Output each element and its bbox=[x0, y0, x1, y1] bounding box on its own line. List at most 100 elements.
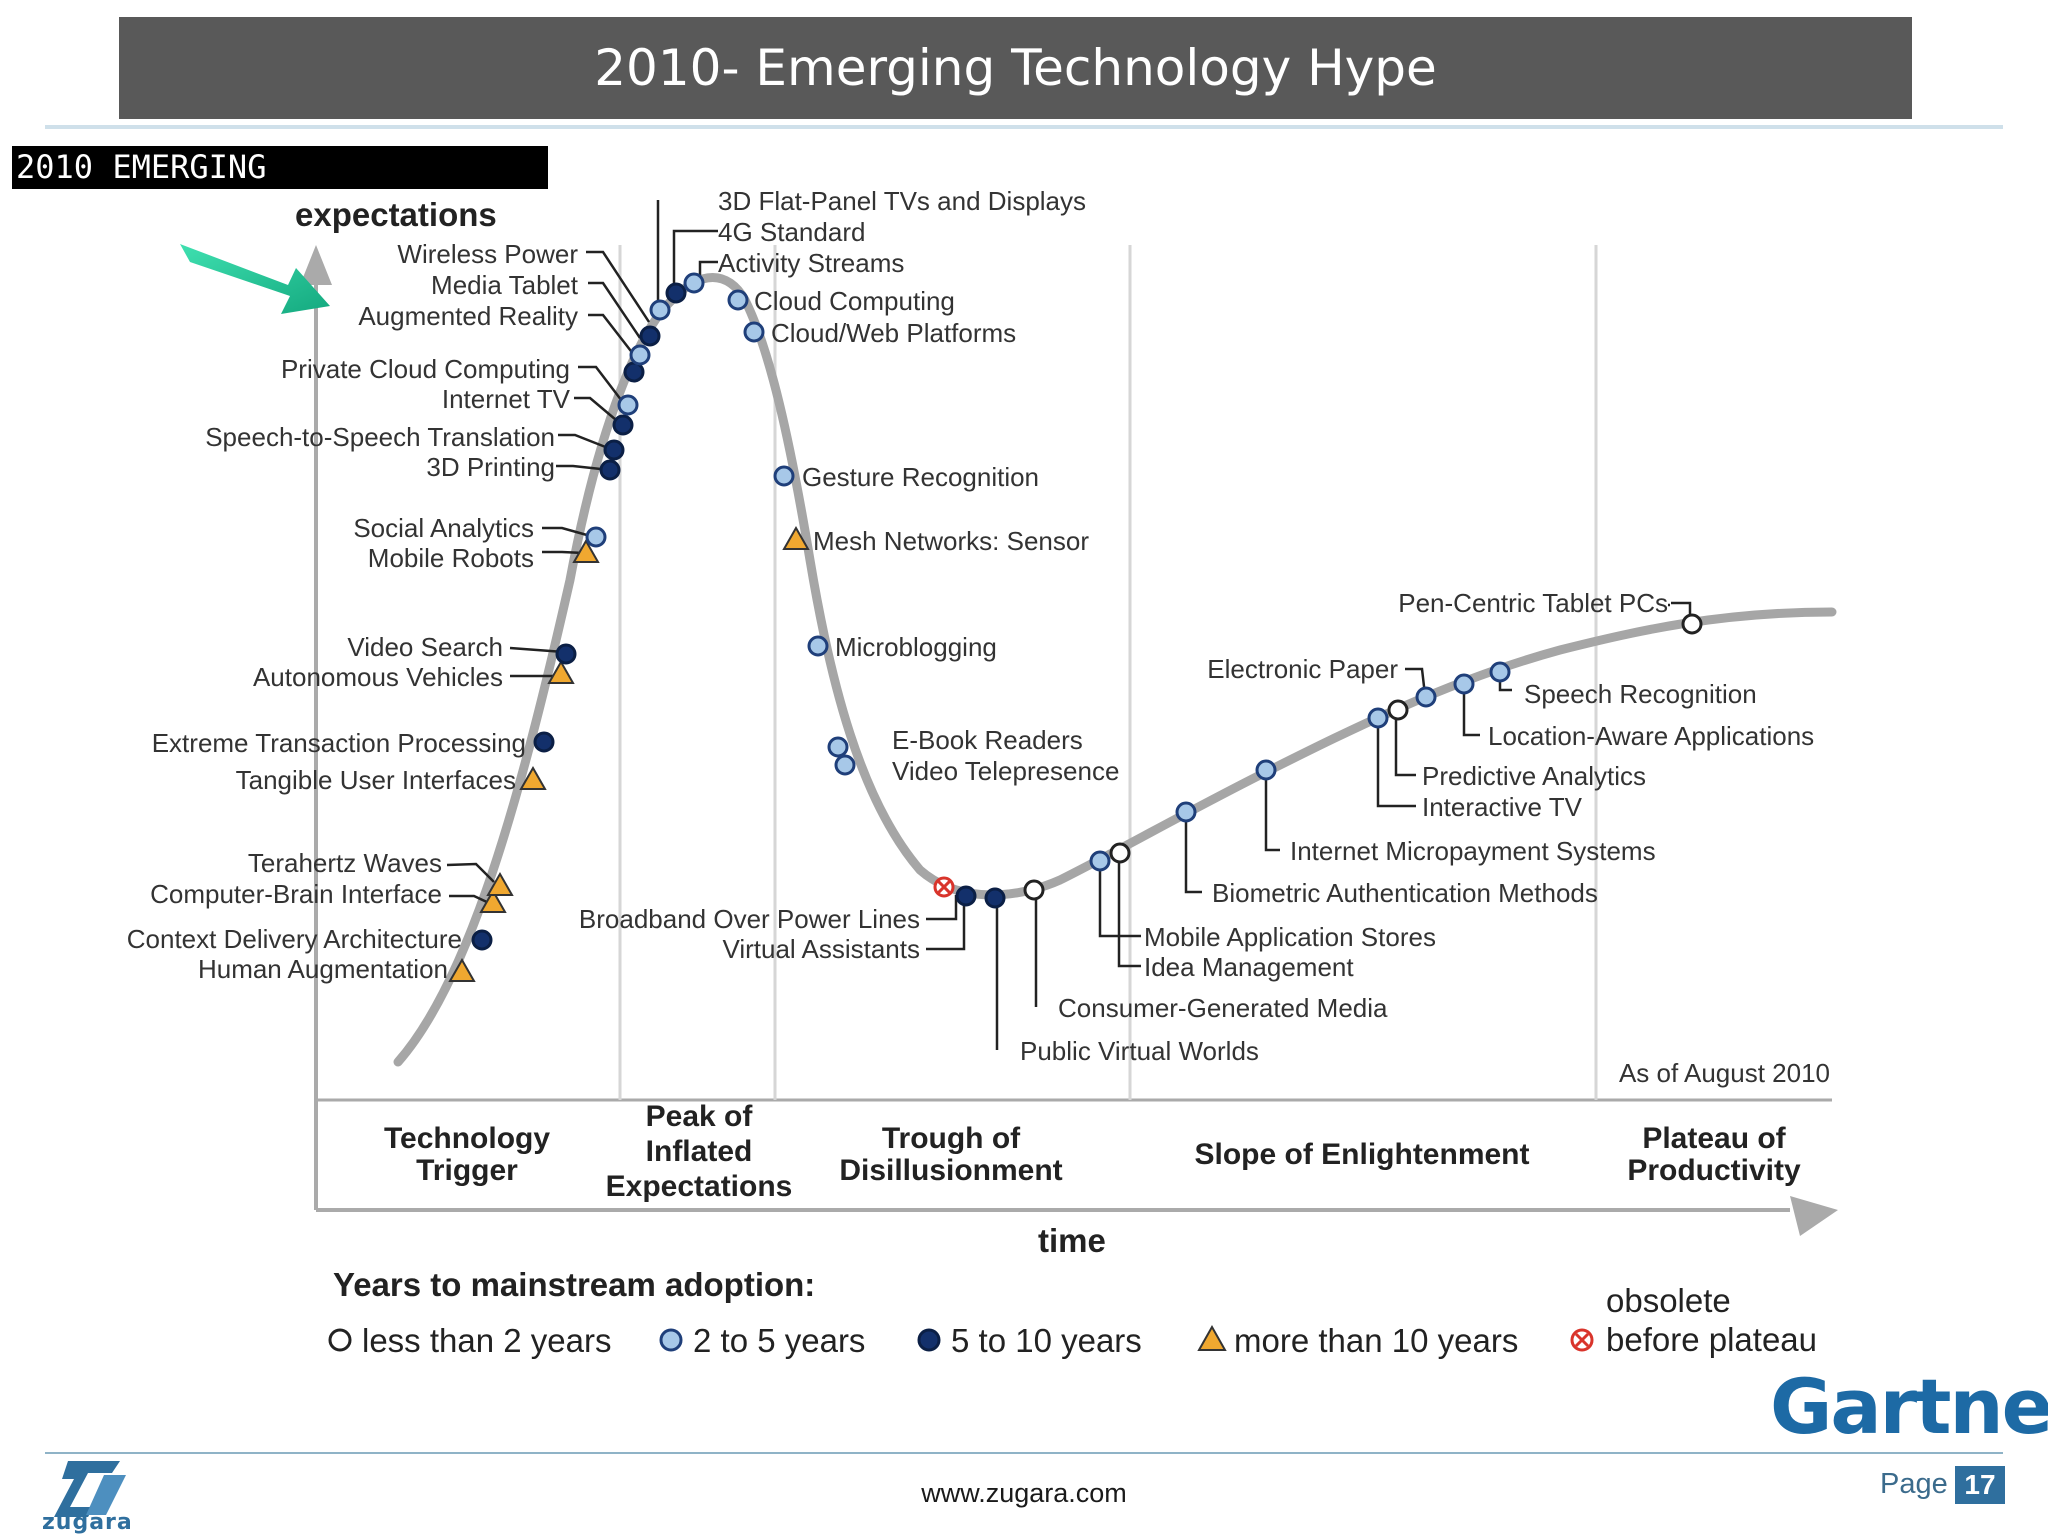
label-speech-recognition: Speech Recognition bbox=[1524, 679, 1757, 709]
marker-location-aware-applications bbox=[1453, 673, 1475, 695]
label-mobile-robots: Mobile Robots bbox=[368, 543, 534, 573]
legend-marker-dark-blue-circle-icon bbox=[917, 1328, 941, 1352]
y-axis-arrowhead bbox=[300, 245, 332, 285]
legend-title: Years to mainstream adoption: bbox=[333, 1266, 815, 1303]
marker-augmented-reality bbox=[623, 361, 645, 383]
label-virtual-assistants: Virtual Assistants bbox=[722, 934, 920, 964]
marker-4g-standard bbox=[665, 282, 687, 304]
marker-autonomous-vehicles bbox=[547, 659, 575, 684]
emerging-banner bbox=[12, 146, 548, 189]
label-context-delivery-architecture: Context Delivery Architecture bbox=[127, 924, 462, 954]
label-pen-centric-tablet-pcs: Pen-Centric Tablet PCs bbox=[1398, 588, 1668, 618]
label-interactive-tv: Interactive TV bbox=[1422, 792, 1583, 822]
label-private-cloud-computing: Private Cloud Computing bbox=[281, 354, 570, 384]
label-internet-tv: Internet TV bbox=[442, 384, 571, 414]
marker-media-tablet bbox=[629, 344, 651, 366]
legend-label-less-than-2-years: less than 2 years bbox=[362, 1322, 611, 1359]
label-human-augmentation: Human Augmentation bbox=[198, 954, 448, 984]
zugara-wordmark: zugara bbox=[42, 1510, 133, 1535]
marker-gesture-recognition bbox=[773, 465, 795, 487]
marker-3d-flat-panel-tvs-and-displays bbox=[649, 299, 671, 321]
label-social-analytics: Social Analytics bbox=[353, 513, 534, 543]
phase-separators bbox=[618, 245, 1598, 1100]
footer-url[interactable]: www.zugara.com bbox=[921, 1478, 1127, 1508]
marker-pen-centric-tablet-pcs bbox=[1681, 613, 1703, 635]
label-3d-printing: 3D Printing bbox=[426, 452, 555, 482]
x-axis-label: time bbox=[1038, 1222, 1106, 1259]
label-terahertz-waves: Terahertz Waves bbox=[248, 848, 442, 878]
label-augmented-reality: Augmented Reality bbox=[358, 301, 578, 331]
marker-context-delivery-architecture bbox=[471, 929, 493, 951]
y-axis-label: expectations bbox=[295, 196, 497, 233]
marker-3d-printing bbox=[599, 459, 621, 481]
technology-markers bbox=[448, 272, 1703, 982]
phase-labels: Technology Trigger Peak of Inflated Expectat… bbox=[384, 1100, 1801, 1203]
label-internet-micropayment-systems: Internet Micropayment Systems bbox=[1290, 836, 1656, 866]
label-video-search: Video Search bbox=[347, 632, 503, 662]
label-computer-brain-interface: Computer-Brain Interface bbox=[150, 879, 442, 909]
label-activity-streams: Activity Streams bbox=[718, 248, 904, 278]
marker-biometric-authentication-methods bbox=[1175, 801, 1197, 823]
legend-marker-orange-triangle-icon bbox=[1197, 1324, 1227, 1351]
marker-internet-micropayment-systems bbox=[1255, 759, 1277, 781]
marker-cloud-web-platforms bbox=[743, 321, 765, 343]
marker-internet-tv bbox=[612, 414, 634, 436]
label-mesh-networks-sensor: Mesh Networks: Sensor bbox=[813, 526, 1089, 556]
label-speech-to-speech-translation: Speech-to-Speech Translation bbox=[205, 422, 555, 452]
hype-curve bbox=[393, 273, 1837, 1067]
label-idea-management: Idea Management bbox=[1144, 952, 1354, 982]
marker-interactive-tv bbox=[1367, 707, 1389, 729]
marker-extreme-transaction-processing bbox=[533, 731, 555, 753]
label-cloud-computing: Cloud Computing bbox=[754, 286, 955, 316]
label-tangible-user-interfaces: Tangible User Interfaces bbox=[236, 765, 516, 795]
page-number: 17 bbox=[1955, 1466, 2005, 1504]
as-of-note: As of August 2010 bbox=[1619, 1058, 1830, 1088]
marker-speech-to-speech-translation bbox=[603, 439, 625, 461]
label-4g-standard: 4G Standard bbox=[718, 217, 865, 247]
footer-divider bbox=[45, 1452, 2003, 1454]
marker-human-augmentation bbox=[448, 957, 476, 982]
slide-title: 2010- Emerging Technology Hype bbox=[119, 17, 1912, 119]
label-location-aware-applications: Location-Aware Applications bbox=[1488, 721, 1814, 751]
marker-predictive-analytics bbox=[1387, 699, 1409, 721]
label-biometric-authentication-methods: Biometric Authentication Methods bbox=[1212, 878, 1598, 908]
marker-terahertz-waves bbox=[486, 871, 514, 896]
marker-microblogging bbox=[807, 635, 829, 657]
legend-label-obsolete: obsolete bbox=[1606, 1282, 1731, 1319]
label-e-book-readers: E-Book Readers bbox=[892, 725, 1083, 755]
phase-slope-of-enlightenment: Slope of Enlightenment bbox=[1195, 1138, 1530, 1171]
phase-trough-of-disillusionment: Trough of Disillusionment bbox=[839, 1122, 1062, 1187]
label-microblogging: Microblogging bbox=[835, 632, 997, 662]
zugara-logo-icon bbox=[54, 1461, 126, 1517]
highlight-arrow-icon bbox=[180, 244, 330, 314]
marker-wireless-power bbox=[639, 325, 661, 347]
leader-lines bbox=[446, 200, 1692, 1050]
marker-speech-recognition bbox=[1489, 661, 1511, 683]
label-broadband-over-power-lines: Broadband Over Power Lines bbox=[579, 904, 920, 934]
marker-private-cloud-computing bbox=[617, 394, 639, 416]
phase-technology-trigger: Technology Trigger bbox=[384, 1122, 550, 1187]
label-wireless-power: Wireless Power bbox=[397, 239, 578, 269]
marker-cloud-computing bbox=[727, 289, 749, 311]
marker-mobile-robots bbox=[572, 538, 600, 563]
label-3d-flat-panel-tvs-and-displays: 3D Flat-Panel TVs and Displays bbox=[718, 186, 1086, 216]
label-extreme-transaction-processing: Extreme Transaction Processing bbox=[152, 728, 526, 758]
legend-label-5-to-10-years: 5 to 10 years bbox=[951, 1322, 1142, 1359]
marker-e-book-readers bbox=[827, 736, 849, 758]
marker-mesh-networks-sensor bbox=[782, 525, 810, 550]
label-autonomous-vehicles: Autonomous Vehicles bbox=[253, 662, 503, 692]
marker-video-telepresence bbox=[834, 754, 856, 776]
emerging-banner-text: 2010 EMERGING bbox=[16, 148, 266, 186]
label-predictive-analytics: Predictive Analytics bbox=[1422, 761, 1646, 791]
phase-plateau-of-productivity: Plateau of Productivity bbox=[1627, 1122, 1801, 1187]
legend-label-2-to-5-years: 2 to 5 years bbox=[693, 1322, 865, 1359]
marker-social-analytics bbox=[585, 526, 607, 548]
label-mobile-application-stores: Mobile Application Stores bbox=[1144, 922, 1436, 952]
label-electronic-paper: Electronic Paper bbox=[1207, 654, 1398, 684]
legend-marker-red-x-circle-icon bbox=[1570, 1328, 1594, 1352]
marker-tangible-user-interfaces bbox=[519, 765, 547, 790]
marker-video-search bbox=[555, 643, 577, 665]
page-label: Page bbox=[1880, 1468, 1948, 1500]
